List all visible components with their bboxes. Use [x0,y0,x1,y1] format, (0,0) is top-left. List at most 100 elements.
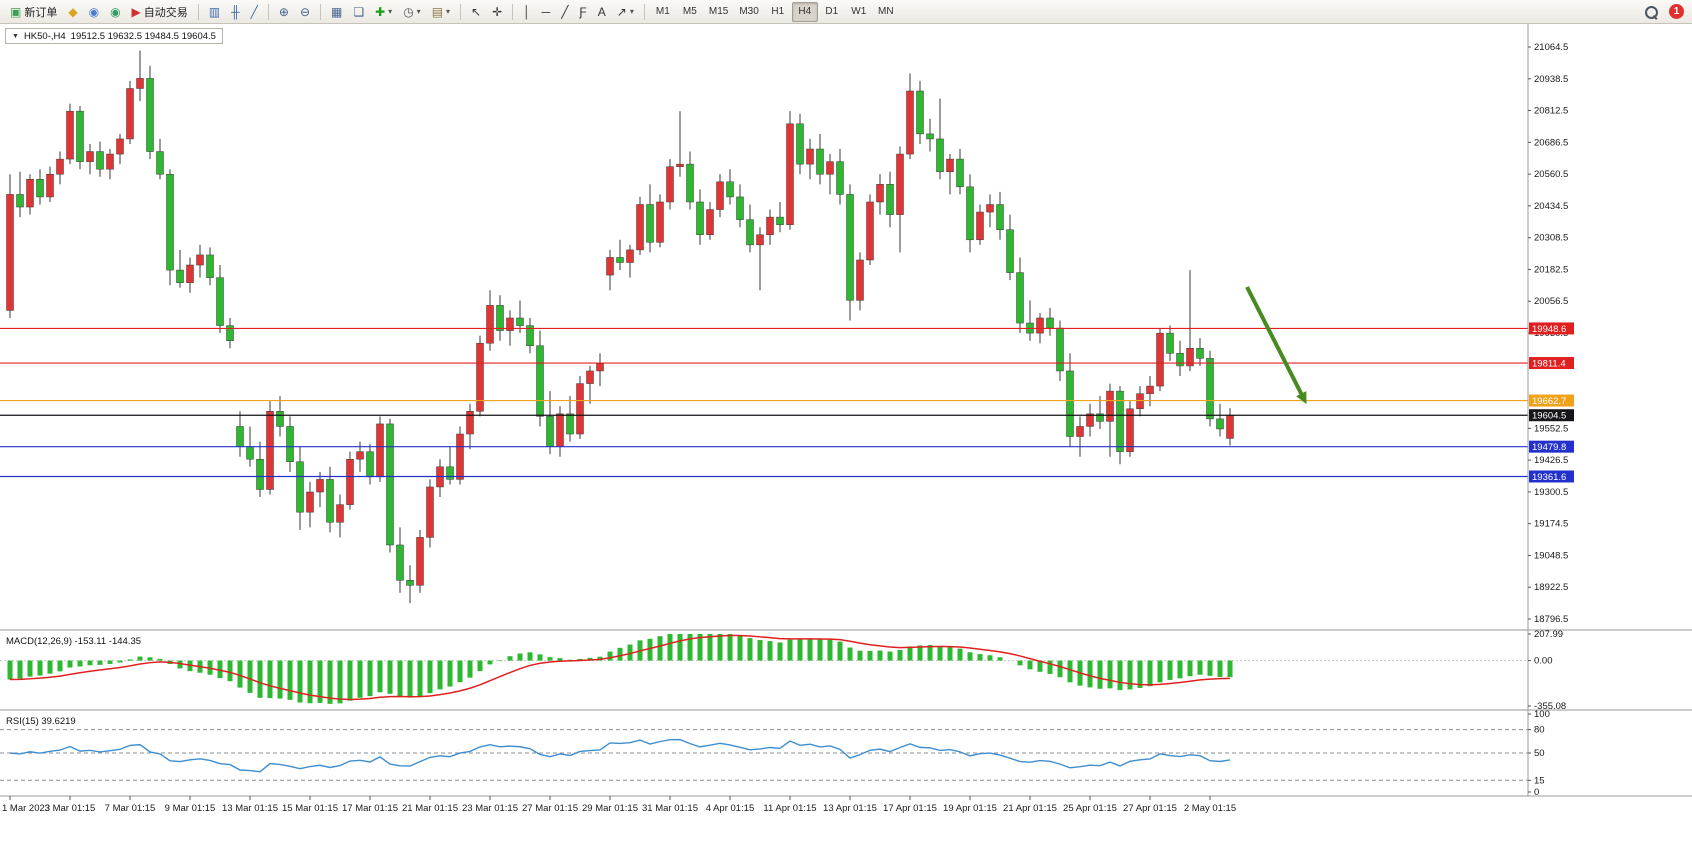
candle [256,458,264,490]
candle [1126,408,1134,452]
timeframe-h1-button[interactable]: H1 [771,6,785,17]
horizontal-line-button[interactable]: ─ [537,2,556,22]
candle [636,204,644,251]
candle [236,426,244,447]
candle [416,537,424,586]
macd-histogram [7,634,1233,704]
candle [1186,348,1194,367]
candle [666,166,674,203]
notification-badge[interactable]: 1 [1669,4,1684,19]
tile-windows-button[interactable]: ▦ [326,2,347,22]
search-button[interactable] [1639,2,1663,22]
price-axis-label: 20182.5 [1534,264,1568,275]
candle [196,254,204,266]
headset-icon: ◉ [110,4,121,19]
candle [656,201,664,243]
zoom-in-button[interactable]: ⊕ [274,2,294,22]
candle [1166,332,1174,354]
timeframe-m1-button[interactable]: M1 [655,6,670,17]
candle [546,416,554,447]
price-badge-19811.4: 19811.4 [1529,357,1574,370]
fibonacci-button[interactable]: Ƒ [574,2,591,22]
timeframe-mn-button[interactable]: MN [877,6,894,17]
toolbar-group: ▥ ╫ ╱ [204,2,263,22]
periods-button[interactable]: ◷ ▾ [398,2,426,22]
arrange-windows-icon: ❏ [353,4,365,19]
chart-symbol-period: HK50-,H4 [23,30,66,42]
chart-line-button[interactable]: ╱ [246,2,263,22]
rsi-scale-label: 0 [1534,787,1539,798]
new-order-button[interactable]: ▣ 新订单 [5,2,62,22]
candle [966,186,974,241]
timeframe-w1-button[interactable]: W1 [851,6,867,17]
candle [916,90,924,135]
candle [1176,353,1184,367]
price-axis-label: 20560.5 [1534,169,1568,180]
main-toolbar: ▣ 新订单 ◆ ◉ ◉ ▶ 自动交易 ▥ ╫ ╱ ⊕ ⊖ ▦ ❏ ✚ ▾ ◷ ▾ ▤ ▾ ↖ ✛ │ ─ ╱ Ƒ A ↗ ▾ M1 M5 M1… [0,0,1692,24]
macd-signal-line [9,634,1231,701]
timeframe-d1-button[interactable]: D1 [825,6,839,17]
candle [516,317,524,326]
arrows-button[interactable]: ↗ ▾ [612,2,639,22]
candle [616,257,624,263]
trend-arrow[interactable] [1245,286,1307,405]
macd-indicator-label: MACD(12,26,9) -153.11 -144.35 [6,636,142,647]
crosshair-button[interactable]: ✛ [487,2,507,22]
zoom-out-button[interactable]: ⊖ [295,2,315,22]
macd-scale-label: -355.08 [1534,701,1566,712]
candle [86,151,94,162]
candle [266,411,274,490]
autotrading-icon: ▶ [131,4,141,19]
svg-text:19811.4: 19811.4 [1532,359,1566,370]
new-order-icon: ▣ [10,4,22,19]
timeframe-h4-button[interactable]: H4 [791,1,818,22]
chart-canvas[interactable]: 21064.5 20938.5 20812.5 20686.5 20560.5 20434… [0,24,1692,856]
candlesticks-layer [6,50,1234,603]
auto-arrange-button[interactable]: ❏ [348,2,369,22]
candle [136,78,144,89]
toolbar-group: ▣ 新订单 ◆ ◉ ◉ ▶ 自动交易 [5,2,193,22]
candle [476,342,484,412]
candle [716,181,724,210]
time-axis-label: 9 Mar 01:15 [165,803,216,814]
time-axis-label: 29 Mar 01:15 [582,803,638,814]
candle [1056,327,1064,372]
timeframe-m5-button[interactable]: M5 [682,6,697,17]
candle [1136,393,1144,410]
one-click-trading-arrow[interactable]: ▼ [12,32,19,40]
candle [1226,414,1234,439]
templates-button[interactable]: ▤ ▾ [427,2,455,22]
timeframe-m30-button[interactable]: M30 [739,6,759,17]
auto-trading-button-label: 自动交易 [143,6,188,19]
price-axis-label: 19426.5 [1534,455,1568,466]
candle [986,204,994,213]
chart-candles-button[interactable]: ╫ [226,2,245,22]
time-axis-label: 15 Mar 01:15 [282,803,338,814]
gold-account-button[interactable]: ◆ [63,2,82,22]
chart-bars-button[interactable]: ▥ [204,2,225,22]
candle [586,370,594,384]
macd-scale-label: 0.00 [1534,656,1553,667]
time-axis-label: 17 Mar 01:15 [342,803,398,814]
candle [526,325,534,346]
vertical-line-button[interactable]: │ [518,2,536,22]
auto-trading-button[interactable]: ▶ 自动交易 [127,2,193,22]
price-axis-label: 20812.5 [1534,106,1568,117]
community-button[interactable]: ◉ [105,2,125,22]
svg-text:19604.5: 19604.5 [1532,411,1566,422]
trendline-button[interactable]: ╱ [556,2,573,22]
text-button[interactable]: A [593,2,611,22]
indicators-button[interactable]: ✚ ▾ [370,2,397,22]
gold-coin-icon: ◆ [68,4,78,19]
price-axis-label: 20434.5 [1534,201,1568,212]
profile-button[interactable]: ◉ [84,2,104,22]
candle [826,161,834,175]
candle [846,194,854,301]
candle [426,486,434,538]
timeframe-m15-button[interactable]: M15 [708,6,729,17]
candle [326,479,334,523]
candle [126,88,134,140]
cursor-button[interactable]: ↖ [466,2,486,22]
candle [406,580,414,586]
